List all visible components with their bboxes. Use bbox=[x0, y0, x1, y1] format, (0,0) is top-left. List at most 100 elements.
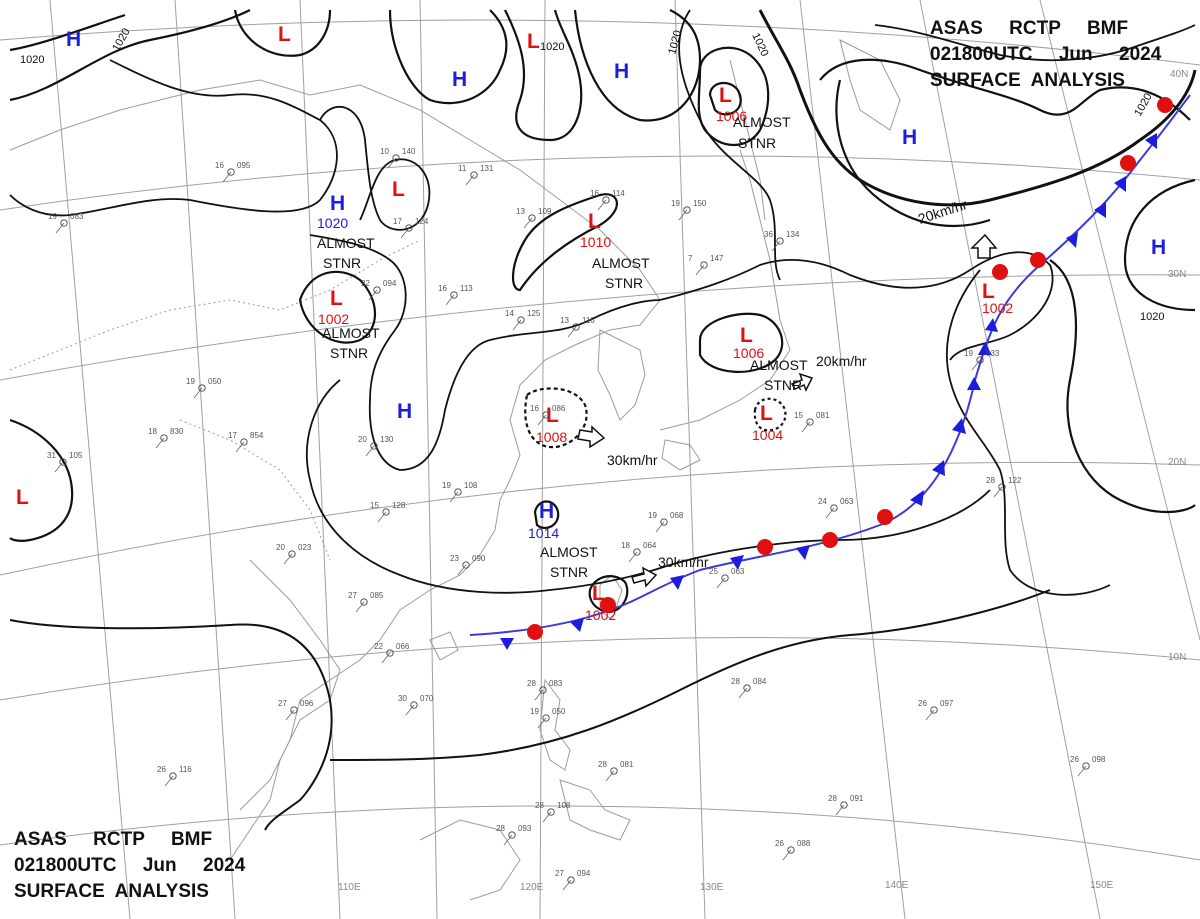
station-plot: 26 116 bbox=[157, 765, 192, 787]
isobar bbox=[753, 397, 787, 432]
wind-barb-icon bbox=[738, 687, 748, 699]
meridian-line bbox=[174, 0, 236, 919]
station-plot: 27 085 bbox=[348, 591, 384, 613]
isobar bbox=[309, 234, 661, 471]
wind-barb-icon bbox=[503, 834, 513, 846]
station-pressure: 050 bbox=[208, 377, 222, 386]
header-line: SURFACE ANALYSIS bbox=[930, 70, 1125, 91]
stationary-note: ALMOST bbox=[317, 235, 375, 251]
lon-label: 110E bbox=[338, 882, 361, 893]
station-pressure: 083 bbox=[70, 212, 84, 221]
meridian-line bbox=[1039, 0, 1200, 641]
warm-front-symbol bbox=[877, 509, 893, 525]
station-plot: 10 140 bbox=[380, 147, 416, 169]
wind-barb-icon bbox=[628, 551, 638, 563]
isobar-value: 1020 bbox=[20, 54, 44, 66]
warm-front-semicircles bbox=[527, 97, 1173, 640]
station-temperature: 22 bbox=[361, 279, 370, 288]
wind-barb-icon bbox=[400, 227, 410, 239]
arrow-up-icon bbox=[970, 233, 998, 259]
station-temperature: 17 bbox=[228, 431, 237, 440]
station-plot: 15 128 bbox=[370, 501, 406, 523]
station-circle-icon bbox=[721, 574, 729, 582]
wind-barb-icon bbox=[971, 359, 981, 371]
station-plot: 19 150 bbox=[671, 199, 707, 221]
station-temperature: 22 bbox=[374, 642, 383, 651]
station-pressure: 084 bbox=[753, 677, 767, 686]
wind-barb-icon bbox=[387, 157, 397, 169]
station-plot: 16 114 bbox=[590, 189, 625, 211]
low-center: L bbox=[392, 178, 405, 201]
parallel-line bbox=[0, 637, 1200, 701]
stationary-note: STNR bbox=[605, 275, 643, 291]
isobar bbox=[511, 193, 618, 292]
station-pressure: 096 bbox=[300, 699, 314, 708]
station-temperature: 10 bbox=[380, 147, 389, 156]
station-circle-icon bbox=[60, 219, 68, 227]
lat-label: 10N bbox=[1168, 652, 1186, 663]
station-circle-icon bbox=[806, 418, 814, 426]
low-pressure-value: 1002 bbox=[982, 300, 1013, 316]
station-plot: 26 097 bbox=[918, 699, 954, 721]
isobar bbox=[388, 9, 508, 105]
low-center: L bbox=[592, 582, 605, 605]
station-pressure: 113 bbox=[460, 284, 473, 293]
low-pressure-value: 1006 bbox=[733, 345, 764, 361]
wind-barb-icon bbox=[355, 601, 365, 613]
station-pressure: 081 bbox=[816, 411, 830, 420]
wind-barb-icon bbox=[283, 553, 293, 565]
station-circle-icon bbox=[700, 261, 708, 269]
station-plot: 28 081 bbox=[598, 760, 634, 782]
isobar bbox=[678, 9, 781, 281]
header-line: SURFACE ANALYSIS bbox=[14, 881, 209, 902]
station-pressure: 108 bbox=[464, 481, 478, 490]
parallel-line bbox=[0, 461, 1200, 576]
warm-front-symbol bbox=[1120, 155, 1136, 171]
station-circle-icon bbox=[528, 214, 536, 222]
warm-front-symbol bbox=[527, 624, 543, 640]
header-bottom: ASAS RCTP BMF 021800UTC Jun 2024 SURFACE… bbox=[14, 829, 246, 902]
wind-barb-icon bbox=[445, 294, 455, 306]
isobar bbox=[1123, 178, 1196, 312]
station-temperature: 28 bbox=[986, 476, 995, 485]
parallel-line bbox=[0, 19, 1200, 66]
station-temperature: 28 bbox=[496, 824, 505, 833]
low-pressure-value: 1004 bbox=[752, 427, 783, 443]
wind-barb-icon bbox=[655, 521, 665, 533]
station-pressure: 124 bbox=[415, 217, 429, 226]
wind-barb-icon bbox=[562, 879, 572, 891]
header-line: 021800UTC Jun 2024 bbox=[930, 44, 1162, 65]
station-plot: 28 108 bbox=[535, 801, 571, 823]
arrow-right-icon bbox=[577, 425, 606, 449]
station-plot: 25 063 bbox=[709, 567, 745, 589]
station-circle-icon bbox=[547, 808, 555, 816]
station-circle-icon bbox=[572, 323, 580, 331]
station-plot: 26 088 bbox=[775, 839, 811, 861]
station-circle-icon bbox=[386, 649, 394, 657]
low-center: L bbox=[982, 280, 995, 303]
meridian-line bbox=[419, 0, 438, 919]
station-temperature: 20 bbox=[358, 435, 367, 444]
fronts bbox=[469, 94, 1191, 650]
wind-barb-icon bbox=[368, 289, 378, 301]
station-pressure: 086 bbox=[552, 404, 566, 413]
station-plot: 17 124 bbox=[393, 217, 429, 239]
station-plot: 31 105 bbox=[47, 451, 83, 473]
isobar bbox=[233, 9, 332, 57]
station-plot: 28 093 bbox=[496, 824, 532, 846]
isobar bbox=[708, 81, 742, 116]
station-plot: 19 068 bbox=[648, 511, 684, 533]
wind-barb-icon bbox=[457, 564, 467, 576]
meridian-line bbox=[49, 0, 131, 919]
station-circle-icon bbox=[450, 291, 458, 299]
coastline-japan bbox=[659, 149, 791, 431]
station-temperature: 31 bbox=[47, 451, 56, 460]
station-temperature: 27 bbox=[278, 699, 287, 708]
wind-barb-icon bbox=[771, 240, 781, 252]
cold-front-symbol bbox=[1114, 176, 1126, 192]
lon-label: 120E bbox=[520, 882, 544, 893]
stationary-note: ALMOST bbox=[322, 325, 380, 341]
station-pressure: 091 bbox=[850, 794, 864, 803]
